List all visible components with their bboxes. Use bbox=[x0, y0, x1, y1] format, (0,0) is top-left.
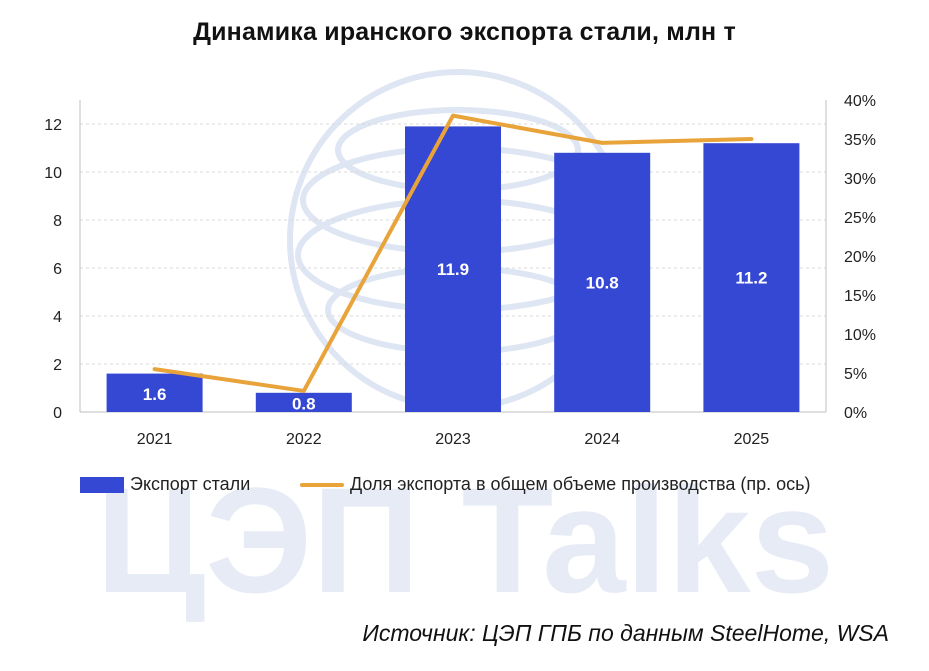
line-layer bbox=[152, 113, 754, 393]
y-tick-label: 10 bbox=[44, 165, 62, 182]
x-tick-label: 2025 bbox=[734, 431, 770, 448]
legend-line-label: Доля экспорта в общем объеме производств… bbox=[350, 474, 811, 494]
y2-tick-label: 35% bbox=[844, 132, 876, 149]
bar-value-label: 11.2 bbox=[735, 269, 767, 288]
y2-tick-label: 30% bbox=[844, 171, 876, 188]
bar-value-label: 10.8 bbox=[586, 273, 619, 292]
legend-bar-label: Экспорт стали bbox=[130, 474, 251, 494]
bar bbox=[703, 143, 800, 412]
y2-tick-label: 20% bbox=[844, 249, 876, 266]
y-tick-label: 2 bbox=[53, 357, 62, 374]
x-tick-label: 2023 bbox=[435, 431, 471, 448]
watermark-text: ЦЭП Talks bbox=[96, 456, 834, 624]
legend-bar: Экспорт стали bbox=[80, 474, 250, 495]
y-tick-label: 12 bbox=[44, 117, 62, 134]
x-tick-label: 2024 bbox=[584, 431, 620, 448]
chart-title: Динамика иранского экспорта стали, млн т bbox=[193, 18, 736, 46]
y-tick-label: 6 bbox=[53, 261, 62, 278]
legend-line-swatch bbox=[300, 482, 344, 487]
labels-layer: 1.6 0.8 11.9 10.8 11.2 bbox=[143, 260, 768, 413]
source-note: Источник: ЦЭП ГПБ по данным SteelHome, W… bbox=[362, 620, 889, 646]
y2-tick-label: 10% bbox=[844, 327, 876, 344]
ticks-layer: 0 2 4 6 8 10 12 0% 5% 10% 15% 20% 25% 30% 35% 40% 2021 20… bbox=[44, 93, 876, 448]
bar-value-label: 11.9 bbox=[437, 260, 469, 279]
y2-tick-label: 25% bbox=[844, 210, 876, 227]
bar bbox=[106, 373, 203, 412]
legend-line: Доля экспорта в общем объеме производств… bbox=[300, 474, 811, 495]
x-tick-label: 2022 bbox=[286, 431, 322, 448]
y-tick-label: 0 bbox=[53, 405, 62, 422]
y2-tick-label: 5% bbox=[844, 366, 867, 383]
bars-layer bbox=[106, 126, 800, 413]
y-tick-label: 4 bbox=[53, 309, 62, 326]
y-tick-label: 8 bbox=[53, 213, 62, 230]
y2-tick-label: 40% bbox=[844, 93, 876, 110]
legend-bar-swatch bbox=[80, 476, 124, 493]
bar-value-label: 1.6 bbox=[143, 385, 167, 404]
x-tick-label: 2021 bbox=[137, 431, 173, 448]
y2-tick-label: 15% bbox=[844, 288, 876, 305]
bar bbox=[255, 392, 352, 412]
bar-value-label: 0.8 bbox=[292, 394, 316, 413]
y2-tick-label: 0% bbox=[844, 405, 867, 422]
bar bbox=[554, 152, 651, 413]
